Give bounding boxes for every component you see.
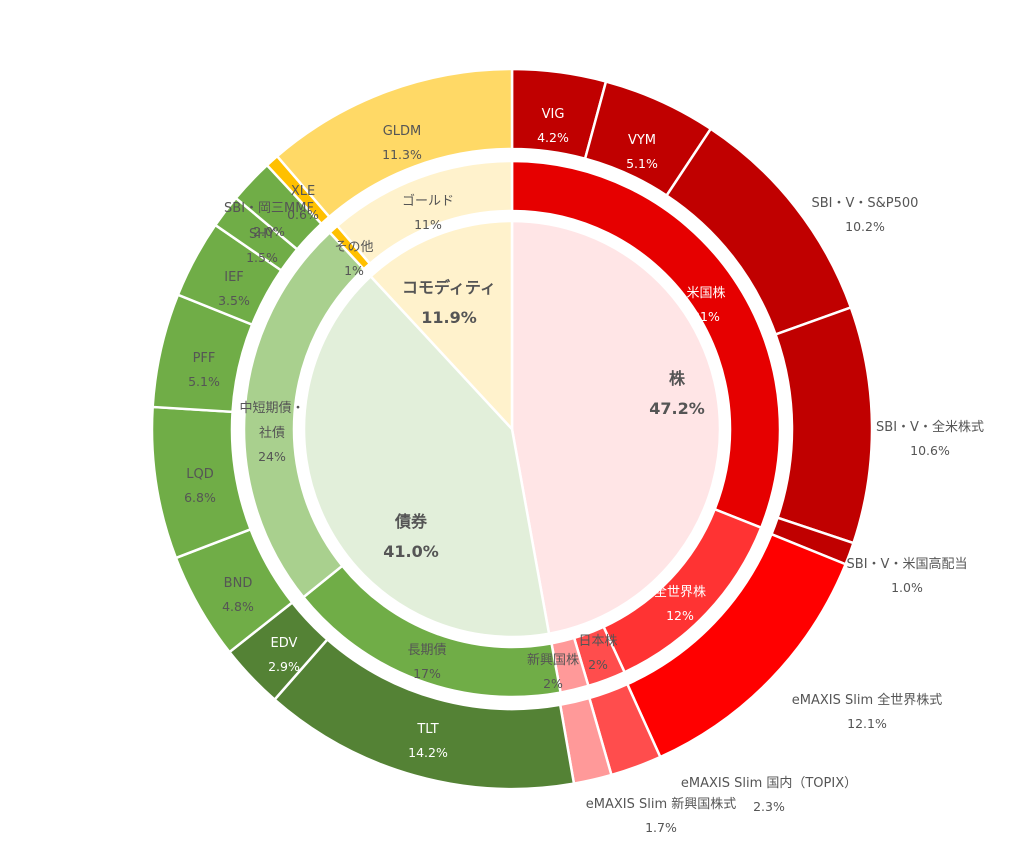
outer-label-name-ief-13: IEF — [224, 270, 244, 285]
outer-label-name-shy-14: SHY — [249, 227, 275, 242]
outer-label-value-shy-14: 1.5% — [246, 250, 278, 265]
middle-label-name-item-3: 新興国株 — [527, 652, 579, 668]
outer-label-value-ief-13: 3.5% — [218, 293, 250, 308]
outer-label-value-gldm-17: 11.3% — [382, 147, 422, 162]
outer-label-value-vig-0: 4.2% — [537, 130, 569, 145]
outer-label-value-sbi-v-s-p500-2: 10.2% — [845, 219, 885, 234]
middle-label-name-item-4: 長期債 — [407, 643, 446, 658]
middle-slice-item-7[interactable] — [335, 159, 514, 266]
outer-label-name-tlt-8: TLT — [416, 722, 438, 737]
outer-label-value-emaxis-slim-topix-6: 2.3% — [753, 799, 785, 814]
middle-label-name-item-2: 日本株 — [578, 634, 617, 649]
outer-label-name-bnd-10: BND — [224, 576, 253, 591]
middle-ring — [242, 159, 782, 699]
center-label-value-item-1: 41.0% — [383, 542, 439, 561]
outer-ring — [150, 67, 874, 791]
center-label-name-item-1: 債券 — [394, 512, 428, 531]
outer-label-name-gldm-17: GLDM — [383, 124, 422, 139]
outer-label-name-pff-12: PFF — [193, 351, 216, 366]
outer-slice-lqd-11[interactable] — [150, 405, 253, 560]
outer-label-value-emaxis-slim-7: 1.7% — [645, 820, 677, 835]
center-label-value-item-0: 47.2% — [649, 399, 705, 418]
outer-label-value-vym-1: 5.1% — [626, 156, 658, 171]
outer-label-value-tlt-8: 14.2% — [408, 745, 448, 760]
center-label-name-item-0: 株 — [669, 369, 686, 388]
outer-label-name-emaxis-slim-topix-6: eMAXIS Slim 国内（TOPIX） — [681, 775, 857, 791]
outer-label-value-pff-12: 5.1% — [188, 374, 220, 389]
outer-slice-sbi-v-3[interactable] — [773, 305, 874, 545]
outer-label-name-vig-0: VIG — [542, 107, 565, 122]
middle-label-value-item-5: 24% — [258, 449, 286, 464]
middle-label-value-item-4: 17% — [413, 666, 441, 681]
middle-label-value-item-1: 12% — [666, 608, 694, 623]
outer-label-value-xle-16: 0.6% — [287, 207, 319, 222]
center-label-name-item-2: コモディティ — [402, 278, 496, 297]
outer-label-name-sbi-mmf-15: SBI・岡三MMF — [224, 201, 314, 216]
middle-label-name-item-7: ゴールド — [402, 193, 454, 209]
outer-label-value-emaxis-slim-5: 12.1% — [847, 716, 887, 731]
outer-label-value-edv-9: 2.9% — [268, 659, 300, 674]
outer-label-value-sbi-v-3: 10.6% — [910, 443, 950, 458]
outer-label-name-sbi-v-s-p500-2: SBI・V・S&P500 — [812, 196, 919, 211]
center-slice-item-0[interactable] — [510, 219, 722, 636]
center-label-value-item-2: 11.9% — [421, 308, 477, 327]
middle-label-name-item-1: 全世界株 — [654, 584, 706, 600]
outer-slice-gldm-17[interactable] — [275, 67, 514, 219]
outer-label-name-emaxis-slim-7: eMAXIS Slim 新興国株式 — [586, 796, 737, 812]
middle-label-value-item-2: 2% — [588, 657, 608, 672]
middle-label-name-item-6: その他 — [334, 240, 373, 255]
outer-label-value-sbi-v-4: 1.0% — [891, 580, 923, 595]
outer-label-value-lqd-11: 6.8% — [184, 490, 216, 505]
outer-label-name-sbi-v-4: SBI・V・米国高配当 — [847, 556, 968, 572]
outer-label-name-xle-16: XLE — [291, 184, 315, 199]
middle-label-name-item-5: 中短期債・社債 — [239, 401, 304, 441]
outer-label-name-sbi-v-3: SBI・V・全米株式 — [876, 419, 984, 435]
outer-label-value-sbi-mmf-15: 2.0% — [253, 224, 285, 239]
center-ring — [302, 219, 722, 639]
outer-label-name-lqd-11: LQD — [186, 467, 214, 482]
middle-label-value-item-3: 2% — [543, 676, 563, 691]
middle-label-value-item-0: 31% — [692, 309, 720, 324]
outer-label-value-bnd-10: 4.8% — [222, 599, 254, 614]
outer-label-name-vym-1: VYM — [628, 133, 656, 148]
middle-label-name-item-0: 米国株 — [686, 286, 725, 301]
center-slice-item-1[interactable] — [302, 274, 551, 639]
center-slice-item-2[interactable] — [368, 219, 514, 433]
middle-label-value-item-7: 11% — [414, 217, 442, 232]
outer-label-name-emaxis-slim-5: eMAXIS Slim 全世界株式 — [792, 692, 943, 708]
middle-label-value-item-6: 1% — [344, 263, 364, 278]
labels: 株 47.2% 債券 41.0% コモディティ 11.9% 米国株 31% 全世界株 12% 日本株… — [184, 107, 984, 835]
outer-label-name-edv-9: EDV — [271, 636, 298, 651]
